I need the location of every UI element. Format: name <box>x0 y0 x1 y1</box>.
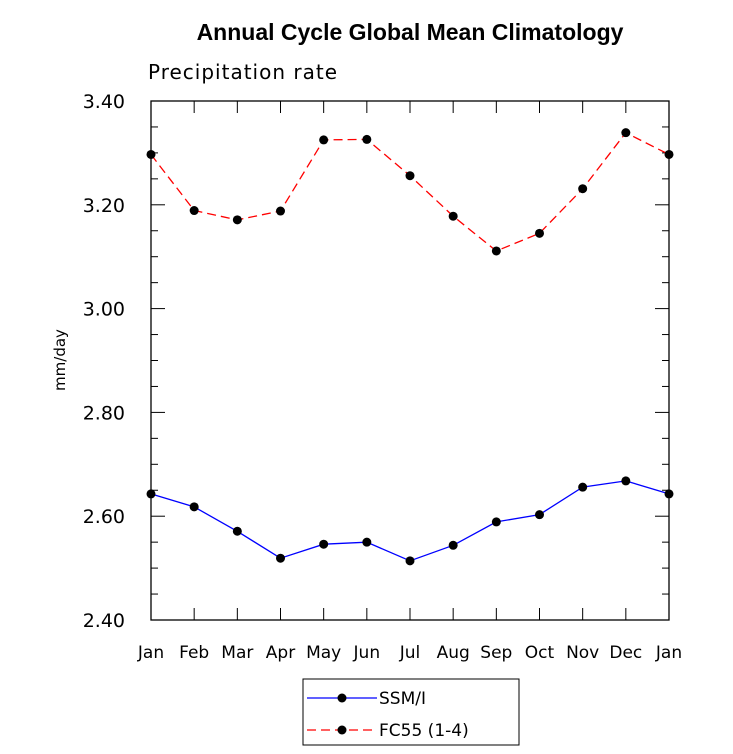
data-point <box>276 206 285 216</box>
data-point <box>448 211 458 221</box>
data-point <box>276 553 285 563</box>
series-line-1 <box>150 131 670 252</box>
data-point <box>621 476 631 486</box>
data-point <box>146 149 156 159</box>
data-point <box>362 537 372 547</box>
series-line-0 <box>150 480 670 562</box>
y-tick-label: 3.20 <box>83 195 125 217</box>
y-tick-label: 3.40 <box>83 91 125 113</box>
data-point <box>362 134 372 144</box>
data-point <box>535 228 544 238</box>
data-point <box>578 482 588 492</box>
data-point <box>189 502 199 512</box>
data-point <box>448 540 458 550</box>
legend: SSM/I FC55 (1-4) <box>302 678 520 746</box>
x-tick-label: Jan <box>655 643 682 663</box>
legend-box <box>302 678 520 746</box>
x-tick-label: Aug <box>437 643 470 663</box>
y-tick-label: 2.80 <box>83 402 125 424</box>
data-point <box>146 489 156 499</box>
x-tick-label: Oct <box>525 643 555 663</box>
data-point <box>232 215 242 225</box>
data-point <box>578 184 588 194</box>
x-tick-label: Jul <box>399 643 421 663</box>
data-point <box>491 517 501 527</box>
data-point <box>319 135 329 145</box>
legend-marker <box>337 725 347 735</box>
legend-label: SSM/I <box>379 689 426 709</box>
chart-subtitle: Precipitation rate <box>148 60 338 84</box>
data-point <box>491 246 501 256</box>
x-tick-label: Sep <box>480 643 512 663</box>
data-point <box>664 149 674 159</box>
data-point <box>621 128 631 138</box>
y-axis-label: mm/day <box>51 329 69 391</box>
x-tick-label: Jun <box>353 643 381 663</box>
x-tick-label: Apr <box>266 643 295 663</box>
axes: Jan Feb Mar Apr May Jun Jul Aug Sep Oct Nov Dec Jan 2… <box>83 91 682 663</box>
x-tick-label: Feb <box>179 643 209 663</box>
x-tick-label: Mar <box>221 643 253 663</box>
data-point <box>319 539 329 549</box>
data-point <box>405 556 415 566</box>
x-tick-label: May <box>306 643 341 663</box>
legend-label: FC55 (1-4) <box>379 721 469 741</box>
data-point <box>535 510 544 520</box>
legend-marker <box>337 693 347 703</box>
y-tick-label: 2.40 <box>83 610 125 632</box>
x-tick-label: Jan <box>137 643 164 663</box>
y-tick-label: 3.00 <box>83 299 125 321</box>
x-tick-label: Dec <box>609 643 642 663</box>
data-point <box>189 206 199 216</box>
x-tick-label: Nov <box>566 643 599 663</box>
data-point <box>405 171 415 181</box>
chart-title: Annual Cycle Global Mean Climatology <box>197 19 624 45</box>
data-point <box>664 489 674 499</box>
data-point <box>232 526 242 536</box>
series-group <box>146 128 674 566</box>
y-tick-label: 2.60 <box>83 506 125 528</box>
